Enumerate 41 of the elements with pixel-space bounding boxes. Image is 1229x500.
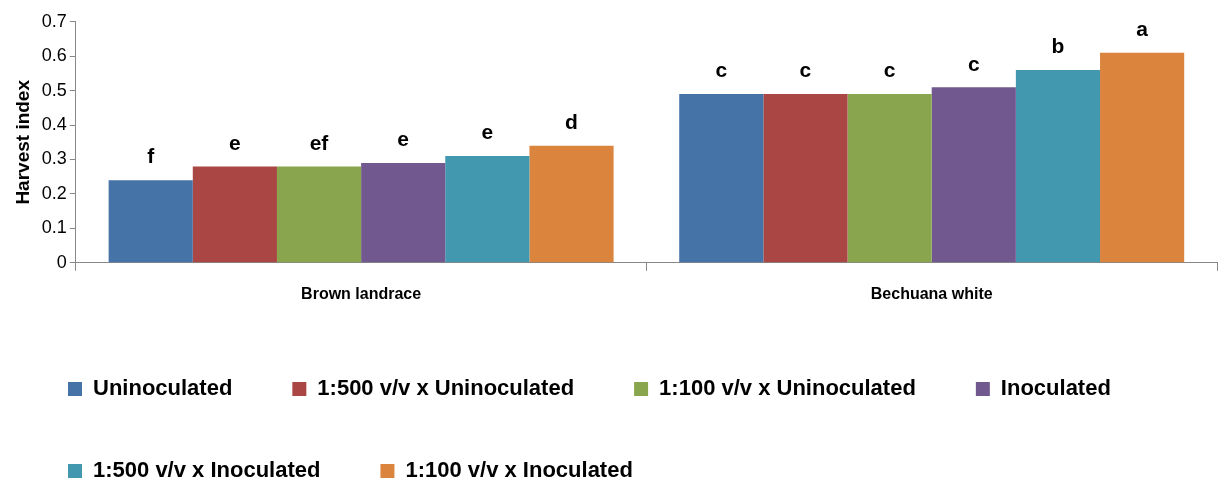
bar [276,166,362,263]
y-tick-label: 0.6 [41,45,67,66]
bar [679,94,764,263]
bar [847,94,932,263]
y-axis-title: Harvest index [11,79,33,205]
bar [1015,70,1101,263]
data-label: e [397,127,410,151]
y-tick-label: 0.1 [41,217,67,238]
y-tick-label: 0.4 [41,114,67,135]
legend-label: 1:100 v/v x Uninoculated [659,375,916,401]
bar [931,87,1016,263]
y-tick-label: 0.7 [41,10,67,31]
data-label: e [229,130,241,154]
data-label: c [799,58,812,82]
data-label: c [883,58,896,82]
bar [529,145,614,263]
x-tick-label: Bechuana white [870,284,993,302]
y-tick-label: 0.3 [41,148,67,169]
x-tick-label: Brown landrace [301,284,422,302]
data-label: b [1051,34,1065,58]
bar [445,156,530,263]
bar [1100,52,1185,263]
bar [361,162,446,263]
bar [108,180,193,263]
data-label: ef [309,130,330,154]
bar [192,166,277,263]
legend-label: 1:500 v/v x Uninoculated [317,375,575,401]
legend-label: Inoculated [1000,375,1111,401]
legend-label: 1:500 v/v x Inoculated [93,457,321,483]
data-label: e [481,120,494,144]
data-label: c [967,51,980,75]
y-tick-label: 0.5 [41,79,67,100]
y-tick-label: 0 [56,251,67,272]
data-label: d [565,110,578,134]
y-tick-label: 0.2 [41,182,67,203]
data-label: c [715,58,728,82]
data-label: f [147,144,156,168]
legend-label: Uninoculated [93,375,233,401]
bar [763,94,848,263]
legend-label: 1:100 v/v x Inoculated [405,457,633,483]
data-label: a [1136,17,1149,41]
